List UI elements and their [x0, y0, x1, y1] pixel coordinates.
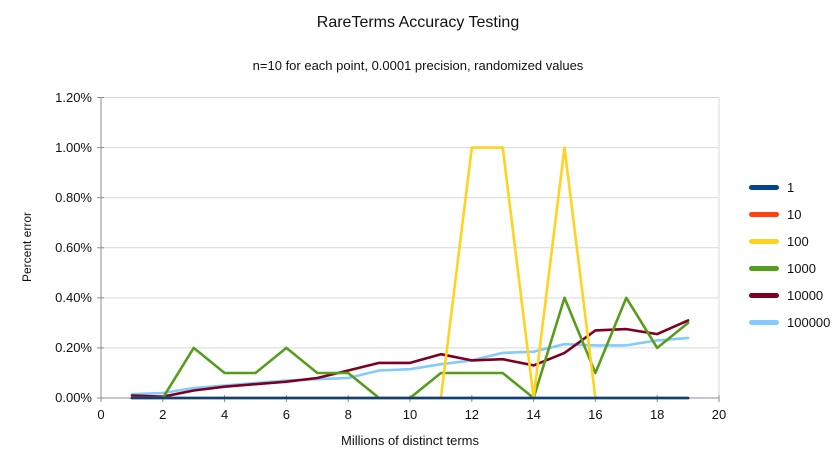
x-tick-label: 6 — [282, 407, 290, 422]
legend-swatch — [749, 212, 779, 217]
y-tick-label: 0.40% — [55, 289, 92, 305]
y-tick-label: 0.00% — [55, 390, 92, 405]
x-tick-label: 2 — [159, 407, 167, 422]
chart-subtitle: n=10 for each point, 0.0001 precision, r… — [252, 58, 584, 73]
x-tick-label: 18 — [649, 407, 665, 422]
legend-item-1: 1 — [749, 174, 830, 201]
legend-swatch — [749, 320, 779, 325]
x-tick-label: 10 — [402, 407, 418, 422]
x-axis-title: Millions of distinct terms — [341, 433, 479, 448]
legend-item-10: 10 — [749, 201, 830, 228]
legend-item-100000: 100000 — [749, 309, 830, 336]
series-line-10000 — [130, 319, 690, 399]
legend-label: 100 — [787, 234, 809, 249]
legend-swatch — [749, 293, 779, 298]
legend-label: 1000 — [787, 261, 816, 276]
x-tick-label: 8 — [344, 407, 352, 422]
x-tick-label: 14 — [526, 407, 541, 422]
legend-label: 1 — [787, 180, 795, 195]
x-tick-label: 0 — [97, 407, 105, 422]
y-tick-label: 0.60% — [55, 239, 92, 255]
x-tick-label: 4 — [220, 407, 229, 422]
legend-swatch — [749, 239, 779, 244]
x-tick-label: 16 — [588, 407, 603, 422]
legend: 1 10 100 1000 10000 100000 — [749, 174, 830, 336]
legend-swatch — [749, 185, 779, 190]
legend-label: 10000 — [787, 288, 824, 303]
chart-title: RareTerms Accuracy Testing — [316, 14, 520, 31]
series-line-100 — [130, 146, 690, 400]
legend-item-10000: 10000 — [749, 282, 830, 309]
x-tick-label: 20 — [711, 407, 727, 422]
legend-swatch — [749, 266, 779, 271]
y-tick-label: 0.80% — [55, 189, 92, 205]
legend-item-100: 100 — [749, 228, 830, 255]
y-tick-label: 1.20% — [55, 89, 92, 105]
y-tick-label: 1.00% — [55, 139, 92, 155]
x-tick-label: 12 — [464, 407, 480, 422]
y-tick-label: 0.20% — [55, 339, 92, 355]
legend-label: 10 — [787, 207, 802, 222]
legend-label: 100000 — [787, 315, 831, 330]
legend-item-1000: 1000 — [749, 255, 830, 282]
